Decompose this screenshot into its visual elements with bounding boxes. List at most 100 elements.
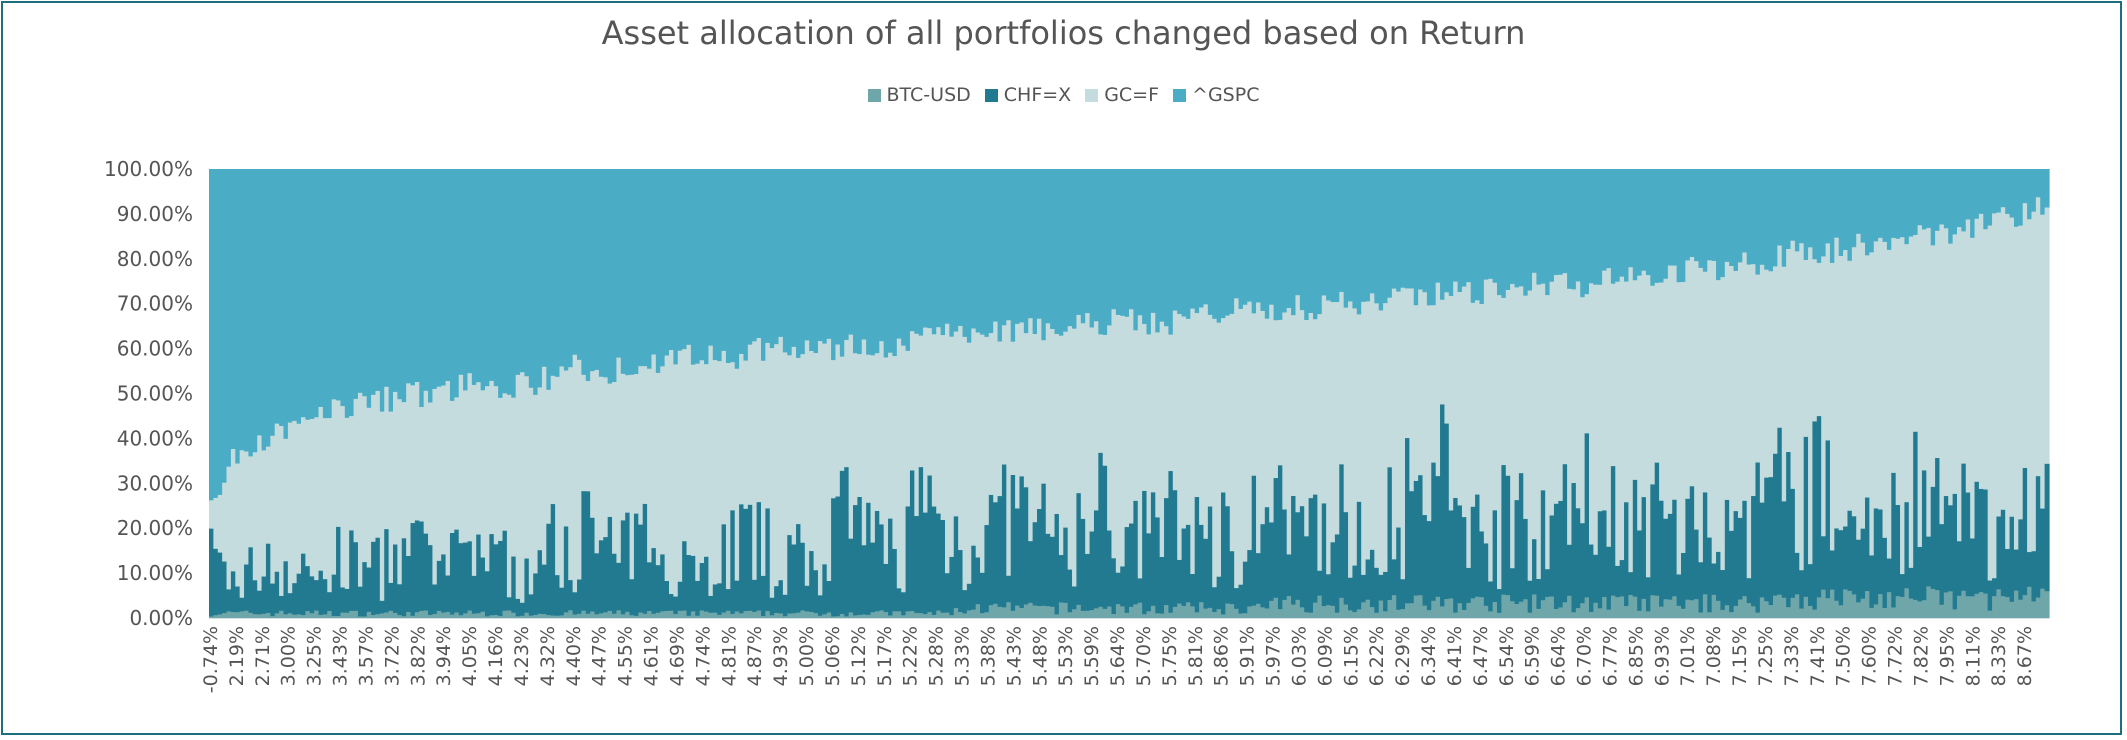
bar-segment — [528, 594, 534, 616]
bar-segment — [1672, 169, 1678, 266]
x-tick-label: 6.54% — [1496, 626, 1518, 686]
bar-segment — [217, 552, 223, 615]
bar-segment — [1602, 510, 1608, 598]
bar-segment — [1098, 452, 1104, 607]
bar-segment — [244, 564, 250, 611]
bar-segment — [318, 614, 324, 619]
bar-segment — [502, 393, 508, 531]
bar-segment — [690, 611, 696, 619]
bar-segment — [1019, 169, 1025, 323]
bar-segment — [725, 588, 731, 611]
bar-segment — [213, 497, 219, 549]
bar-segment — [1553, 608, 1559, 619]
bar-segment — [1606, 609, 1612, 619]
bar-segment — [1558, 500, 1564, 608]
bar-segment — [1930, 245, 1936, 487]
bar-segment — [1921, 169, 1927, 230]
x-tick-label: 7.08% — [1703, 626, 1725, 686]
bar-segment — [252, 169, 258, 453]
bar-segment — [248, 547, 254, 613]
bar-segment — [559, 615, 565, 619]
bar-segment — [1102, 465, 1108, 609]
legend-swatch — [984, 88, 998, 102]
bar-segment — [945, 323, 950, 574]
bar-segment — [607, 383, 613, 517]
bar-segment — [835, 615, 841, 619]
bar-segment — [375, 390, 381, 538]
bar-segment — [1624, 501, 1630, 607]
x-tick-label: 3.94% — [433, 626, 455, 686]
bar-segment — [1628, 571, 1634, 595]
bar-segment — [1339, 169, 1345, 292]
bar-segment — [1597, 608, 1603, 619]
bar-segment — [1567, 288, 1573, 545]
bar-segment — [1019, 607, 1025, 619]
bar-segment — [506, 169, 512, 395]
bar-segment — [1369, 293, 1375, 550]
chart-legend: BTC-USD CHF=X GC=F ^GSPC — [0, 84, 2127, 106]
bar-segment — [1865, 590, 1870, 619]
bar-segment — [1159, 556, 1165, 614]
bar-segment — [1637, 610, 1643, 619]
bar-segment — [1282, 509, 1288, 600]
bar-segment — [454, 529, 460, 613]
bar-segment — [1102, 169, 1108, 335]
bar-segment — [515, 169, 521, 375]
bar-segment — [721, 169, 727, 351]
bar-segment — [1190, 606, 1196, 619]
bar-segment — [594, 614, 600, 619]
bar-segment — [1405, 602, 1410, 619]
bar-segment — [1150, 605, 1156, 619]
bar-segment — [1378, 574, 1384, 601]
bar-segment — [1072, 608, 1078, 619]
bar-segment — [1996, 212, 2002, 517]
bar-segment — [1716, 279, 1722, 552]
bar-segment — [664, 610, 670, 619]
bar-segment — [883, 169, 889, 358]
bar-segment — [1562, 601, 1568, 619]
bar-segment — [1829, 262, 1835, 551]
bar-segment — [1856, 169, 1862, 234]
bar-segment — [651, 547, 657, 614]
bar-segment — [1334, 169, 1340, 303]
bar-segment — [1067, 611, 1073, 619]
bar-segment — [524, 169, 530, 377]
bar-segment — [1225, 315, 1231, 507]
bar-segment — [1707, 260, 1713, 538]
bar-segment — [975, 332, 981, 558]
bar-segment — [1466, 281, 1472, 568]
bar-segment — [1488, 278, 1494, 582]
bar-segment — [265, 612, 271, 619]
bar-segment — [1571, 611, 1577, 619]
bar-segment — [598, 539, 604, 614]
bar-segment — [953, 516, 959, 609]
bar-segment — [1602, 596, 1608, 619]
bar-segment — [1575, 169, 1581, 282]
bar-segment — [800, 169, 806, 355]
bar-segment — [318, 570, 324, 615]
bar-segment — [449, 400, 455, 534]
bar-segment — [1549, 596, 1555, 619]
bar-segment — [1746, 264, 1752, 579]
bar-segment — [305, 419, 311, 567]
bar-segment — [1273, 319, 1279, 479]
bar-segment — [1786, 451, 1792, 608]
bar-segment — [1514, 169, 1520, 288]
bar-segment — [1120, 315, 1126, 567]
bar-segment — [1216, 322, 1222, 577]
bar-segment — [1488, 581, 1494, 612]
bar-segment — [1751, 263, 1757, 497]
legend-item: ^GSPC — [1173, 84, 1259, 106]
bar-segment — [638, 365, 644, 525]
bar-segment — [353, 610, 359, 619]
bar-segment — [1702, 169, 1708, 272]
bar-segment — [1834, 237, 1840, 529]
bar-segment — [1010, 341, 1016, 476]
bar-segment — [848, 334, 854, 539]
bar-segment — [1825, 597, 1831, 619]
bar-segment — [559, 587, 565, 616]
bar-segment — [708, 612, 714, 619]
bar-segment — [892, 169, 898, 357]
bar-segment — [2005, 548, 2011, 598]
bar-segment — [344, 588, 350, 613]
